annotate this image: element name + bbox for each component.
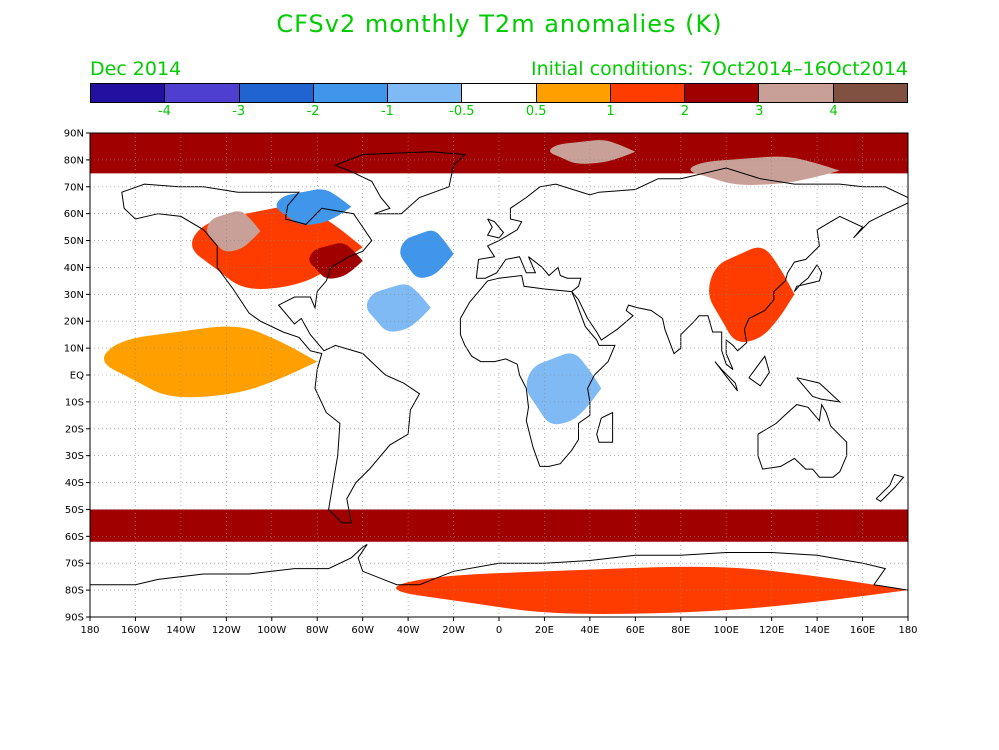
lat-tick-label: 60S — [65, 532, 84, 543]
colorbar-swatch — [610, 84, 686, 102]
colorbar-tick-label: -0.5 — [449, 104, 475, 119]
lat-tick-label: 80S — [65, 586, 84, 597]
colorbar-tick-label: 0.5 — [525, 104, 547, 119]
lat-tick-label: 60N — [64, 209, 84, 220]
coastline — [121, 183, 421, 524]
lon-tick-label: 80E — [671, 625, 690, 636]
colorbar-tick-label: -2 — [306, 104, 320, 119]
colorbar-swatch — [759, 84, 834, 102]
lat-tick-label: 10S — [65, 397, 84, 408]
colorbar-tick-label: -3 — [232, 104, 246, 119]
lon-tick-label: 60E — [626, 625, 645, 636]
colorbar-swatch — [685, 84, 760, 102]
lon-tick-label: 80W — [306, 625, 329, 636]
map-title: CFSv2 monthly T2m anomalies (K) — [276, 10, 723, 38]
lon-tick-label: 140W — [166, 625, 195, 636]
lat-tick-label: 50N — [64, 236, 84, 247]
lat-tick-label: 70S — [65, 559, 84, 570]
lat-tick-label: 50S — [65, 505, 84, 516]
coastline — [714, 361, 739, 392]
anomaly-region — [400, 230, 454, 278]
colorbar-tick-label: 3 — [755, 104, 764, 119]
lon-tick-label: 140E — [804, 625, 829, 636]
lat-tick-label: 80N — [64, 155, 84, 166]
lat-tick-label: 90N — [64, 129, 84, 140]
lon-tick-label: 180 — [80, 625, 99, 636]
anomaly-region — [276, 189, 352, 225]
lon-tick-label: 160E — [850, 625, 875, 636]
colorbar — [90, 83, 908, 103]
anomaly-region — [366, 284, 431, 332]
colorbar-tick-label: -1 — [380, 104, 394, 119]
coastline — [757, 403, 848, 478]
lat-tick-label: EQ — [70, 371, 84, 382]
colorbar-swatch — [833, 84, 907, 102]
lon-tick-label: 60W — [351, 625, 374, 636]
anomaly-region — [103, 326, 318, 398]
lon-tick-label: 100W — [257, 625, 286, 636]
initial-conditions: Initial conditions: 7Oct2014–16Oct2014 — [531, 58, 908, 80]
colorbar-swatch — [388, 84, 463, 102]
lat-tick-label: 90S — [65, 613, 84, 624]
lat-tick-label: 30S — [65, 451, 84, 462]
anomaly-region — [690, 156, 840, 185]
coastline — [596, 411, 614, 443]
lat-tick-label: 10N — [64, 344, 84, 355]
colorbar-swatch — [239, 84, 314, 102]
coastline — [486, 218, 505, 239]
coastline — [90, 543, 908, 591]
lat-tick-label: 20S — [65, 424, 84, 435]
colorbar-tick-label: 2 — [680, 104, 690, 119]
anomaly-region — [550, 140, 636, 164]
coastline — [459, 274, 616, 467]
colorbar-tick-label: 4 — [829, 104, 838, 119]
lat-tick-label: 40N — [64, 263, 84, 274]
anomaly-region — [309, 243, 363, 279]
anomaly-region — [526, 353, 602, 425]
anomaly-region — [709, 247, 795, 342]
coastline — [475, 167, 908, 370]
coastline — [875, 473, 905, 503]
lon-tick-label: 100E — [714, 625, 739, 636]
lon-tick-label: 40E — [580, 625, 599, 636]
coastline — [793, 264, 823, 292]
anomaly-region — [207, 211, 261, 252]
coastline — [796, 377, 842, 403]
colorbar-tick-label: -4 — [157, 104, 171, 119]
lon-tick-label: 160W — [121, 625, 150, 636]
colorbar-labels: -4 -3 -2 -1 -0.5 0.5 1 2 3 4 — [90, 104, 908, 122]
lat-tick-label: 70N — [64, 182, 84, 193]
coastline — [334, 151, 467, 215]
lon-tick-label: 20E — [535, 625, 554, 636]
anomaly-region — [396, 566, 908, 614]
lon-tick-label: 120E — [759, 625, 784, 636]
lon-tick-label: 120W — [212, 625, 241, 636]
colorbar-tick-label: 1 — [606, 104, 615, 119]
lon-tick-label: 180 — [898, 625, 917, 636]
lat-tick-label: 30N — [64, 290, 84, 301]
lon-tick-label: 0 — [496, 625, 502, 636]
colorbar-swatch — [536, 84, 611, 102]
colorbar-swatch — [91, 84, 166, 102]
colorbar-swatch — [165, 84, 240, 102]
colorbar-swatch — [462, 84, 537, 102]
lon-tick-label: 40W — [397, 625, 420, 636]
coastline — [748, 355, 770, 387]
lon-tick-label: 20W — [442, 625, 465, 636]
lat-tick-label: 40S — [65, 478, 84, 489]
lat-tick-label: 20N — [64, 317, 84, 328]
colorbar-swatch — [313, 84, 389, 102]
forecast-month: Dec 2014 — [90, 58, 182, 80]
